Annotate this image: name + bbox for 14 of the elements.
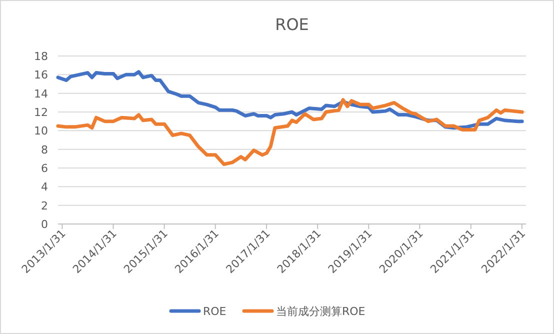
y-tick-label: 18 — [34, 50, 48, 63]
y-tick-label: 12 — [34, 106, 48, 119]
y-tick-label: 8 — [41, 143, 48, 156]
chart-title: ROE — [275, 15, 309, 34]
y-tick-label: 14 — [34, 87, 48, 100]
y-tick-label: 2 — [41, 199, 48, 212]
legend-label: 当前成分测算ROE — [276, 305, 366, 318]
y-tick-label: 0 — [41, 218, 48, 231]
y-tick-label: 16 — [34, 68, 48, 82]
y-tick-label: 6 — [41, 162, 48, 175]
y-tick-label: 4 — [41, 180, 48, 194]
legend-label: ROE — [203, 305, 226, 318]
line-series — [56, 98, 524, 166]
y-tick-label: 10 — [34, 124, 48, 138]
